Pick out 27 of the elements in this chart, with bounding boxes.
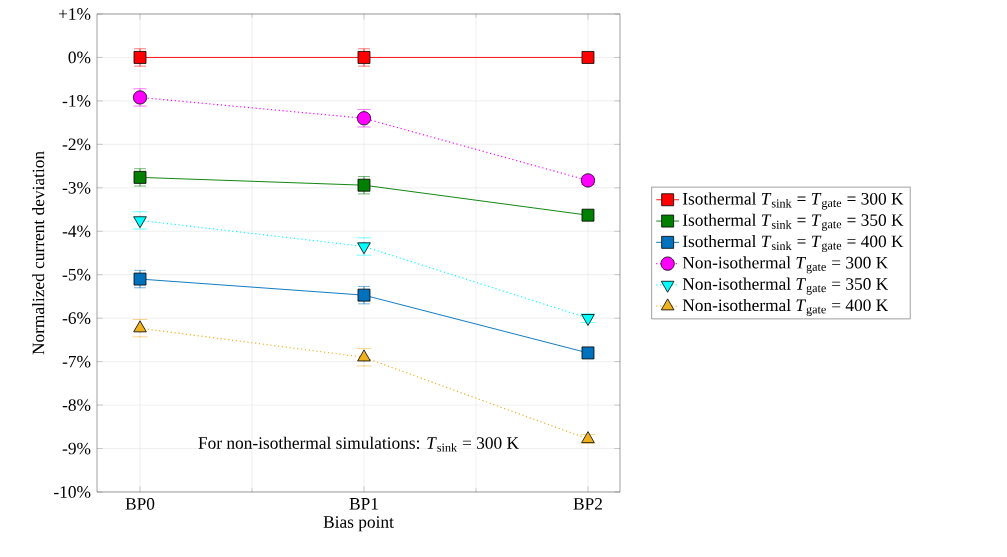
y-axis-title: Normalized current deviation [32,151,45,355]
legend-label: Non-isothermal T$_{gate}$ = 350 K [682,277,889,295]
legend-label: Non-isothermal T$_{gate}$ = 400 K [682,298,889,316]
legend-label: Isothermal T$_{sink}$ = T$_{gate}$ = 300 K [682,192,904,210]
y-tick-label: -1% [62,95,91,107]
y-tick-label: -7% [62,355,91,368]
point [581,51,595,64]
x-tick-label: BP0 [125,498,155,510]
y-tick-label: -6% [62,312,91,325]
y-tick-label: 0% [68,51,91,64]
point [581,208,595,222]
y-tick-label: -8% [62,399,91,411]
point [581,346,595,360]
y-tick-label: -2% [62,138,91,151]
y-tick-label: -3% [62,181,91,194]
y-tick-label: -5% [62,268,91,281]
x-tick-label: BP2 [573,498,602,510]
legend-label: Non-isothermal T$_{gate}$ = 300 K [682,256,889,274]
y-tick-label: -10% [54,486,91,498]
legend-label: Isothermal T$_{sink}$ = T$_{gate}$ = 400 K [682,235,904,253]
y-tick-label: -4% [62,225,91,238]
legend-label: Isothermal T$_{sink}$ = T$_{gate}$ = 350 K [682,213,904,231]
x-axis-title: Bias point [323,516,394,532]
annotation: For non-isothermal simulations: T$_{sink}$ = 300 K [198,436,519,452]
y-tick-label: -9% [62,442,91,455]
y-tick-label: +1% [58,8,91,20]
x-tick-label: BP1 [349,498,378,510]
